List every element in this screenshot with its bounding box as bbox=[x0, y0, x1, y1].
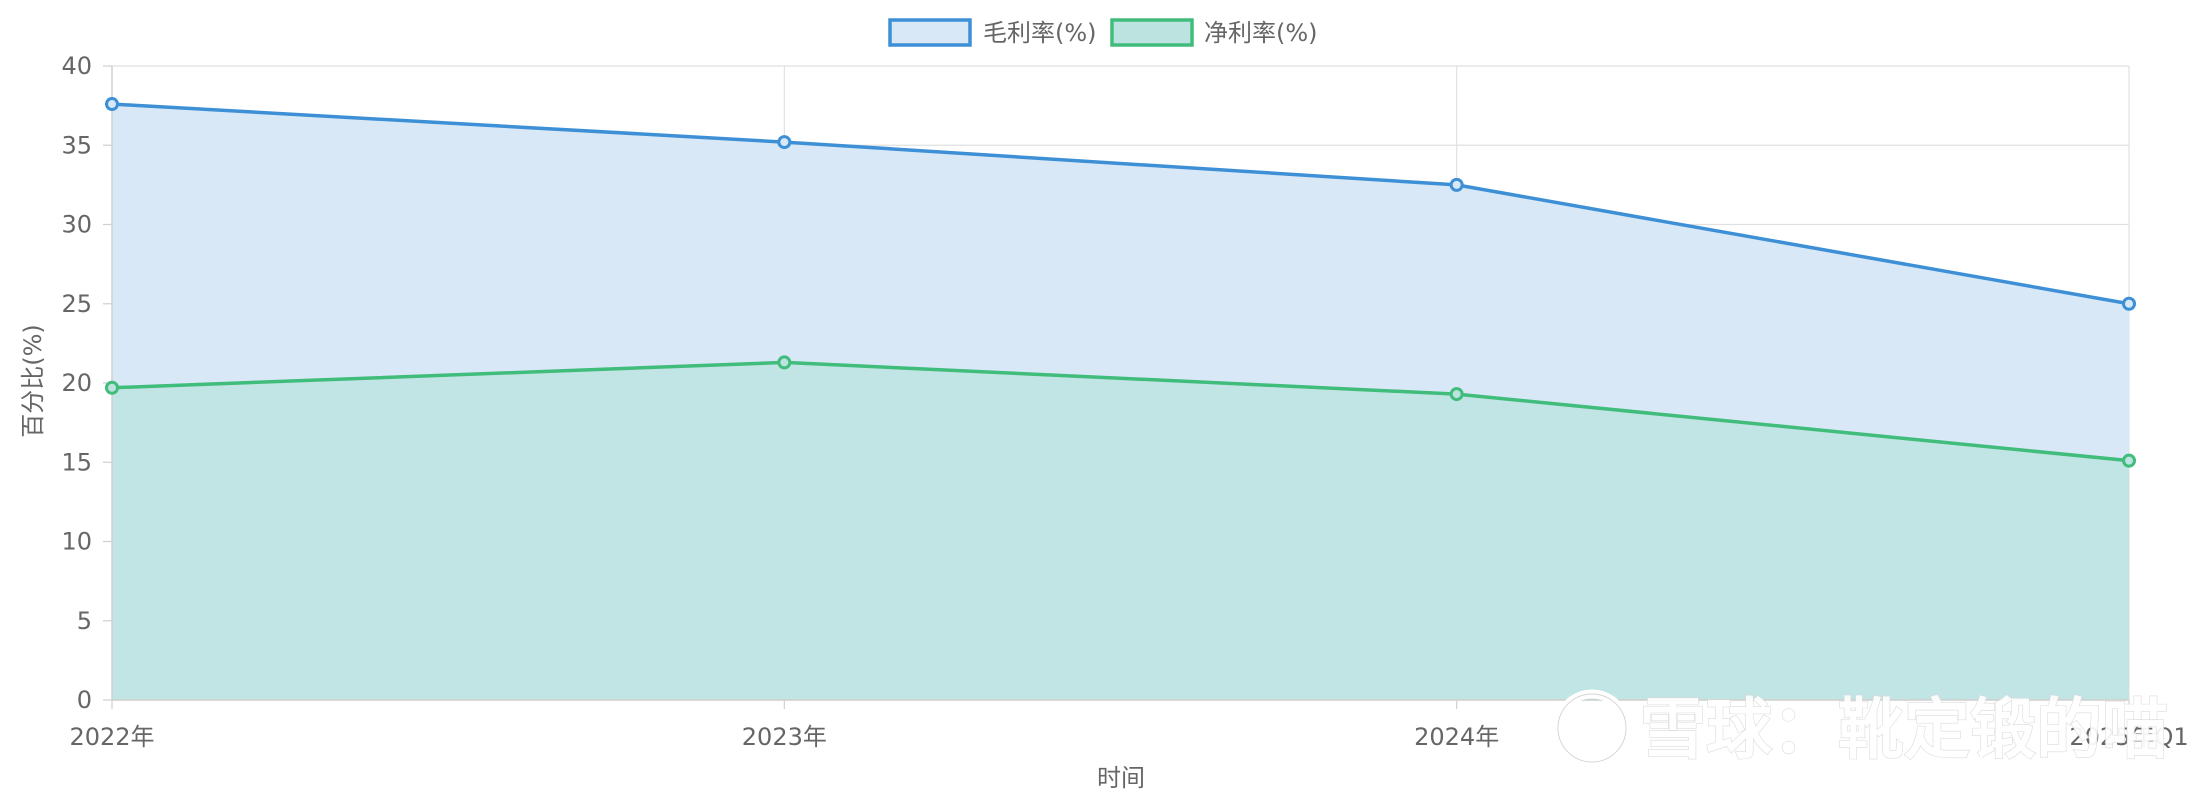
y-tick-label: 25 bbox=[61, 290, 92, 318]
series-line-1 bbox=[111, 360, 2130, 463]
data-point[interactable] bbox=[105, 380, 119, 395]
x-tick-label: 2025年Q1 bbox=[2069, 723, 2188, 751]
legend[interactable]: 毛利率(%) 净利率(%) bbox=[888, 18, 1318, 47]
y-tick-label: 20 bbox=[61, 369, 92, 397]
legend-item-0[interactable]: 毛利率(%) bbox=[888, 18, 1097, 47]
y-tick-label: 5 bbox=[77, 607, 92, 635]
series-line-0 bbox=[111, 102, 2130, 306]
data-point[interactable] bbox=[2122, 296, 2136, 311]
x-tick-label: 2023年 bbox=[742, 723, 827, 751]
data-point[interactable] bbox=[105, 97, 119, 112]
series-area-1 bbox=[112, 362, 2129, 700]
series-lines bbox=[111, 102, 2130, 463]
area-fills bbox=[112, 104, 2129, 701]
data-point[interactable] bbox=[2122, 453, 2136, 468]
tick-labels: 0 5 10 15 20 25 30 35 40 2022年 2023年 2024年 2025年Q1 bbox=[61, 52, 2188, 751]
watermark: 雪球：靴定锻的喵 bbox=[1553, 689, 2169, 769]
data-point[interactable] bbox=[1449, 387, 1464, 402]
legend-label: 毛利率(%) bbox=[983, 19, 1097, 47]
data-point[interactable] bbox=[777, 355, 792, 370]
data-point[interactable] bbox=[777, 135, 792, 150]
y-tick-label: 15 bbox=[61, 448, 92, 476]
legend-swatch bbox=[1110, 18, 1194, 47]
x-tick-label: 2022年 bbox=[69, 723, 154, 751]
y-axis-title: 百分比(%) bbox=[19, 324, 47, 438]
legend-label: 净利率(%) bbox=[1204, 19, 1318, 47]
y-tick-label: 10 bbox=[61, 528, 92, 556]
data-points bbox=[105, 97, 2136, 468]
x-tick-label: 2024年 bbox=[1414, 723, 1499, 751]
watermark-text: 雪球：靴定锻的喵 bbox=[1640, 691, 2168, 768]
legend-item-1[interactable]: 净利率(%) bbox=[1110, 18, 1318, 47]
y-tick-label: 35 bbox=[61, 131, 92, 159]
y-tick-label: 0 bbox=[77, 686, 92, 714]
y-tick-label: 30 bbox=[61, 211, 92, 239]
x-axis-title: 时间 bbox=[1097, 764, 1145, 792]
xueqiu-logo-icon bbox=[1553, 689, 1631, 767]
y-tick-label: 40 bbox=[61, 52, 92, 80]
legend-swatch bbox=[888, 18, 972, 47]
data-point[interactable] bbox=[1449, 177, 1464, 192]
